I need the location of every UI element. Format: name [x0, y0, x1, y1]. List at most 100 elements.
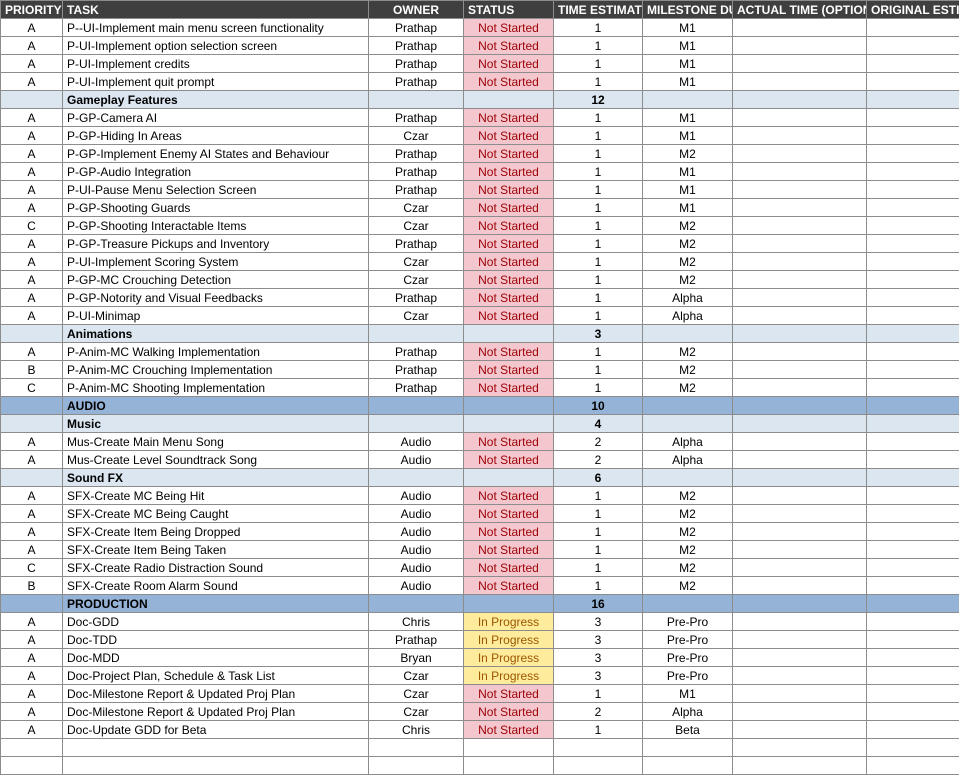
original-estimate-cell[interactable] — [867, 217, 959, 235]
status-cell[interactable]: Not Started — [464, 55, 554, 73]
actual-time-cell[interactable] — [733, 109, 867, 127]
original-estimate-cell[interactable] — [867, 109, 959, 127]
priority-cell[interactable]: A — [1, 343, 63, 361]
priority-cell[interactable]: A — [1, 181, 63, 199]
original-estimate-cell[interactable] — [867, 235, 959, 253]
actual-time-cell[interactable] — [733, 469, 867, 487]
actual-time-cell[interactable] — [733, 667, 867, 685]
task-cell[interactable]: P-Anim-MC Walking Implementation — [63, 343, 369, 361]
task-cell[interactable]: Mus-Create Level Soundtrack Song — [63, 451, 369, 469]
owner-cell[interactable] — [369, 595, 464, 613]
actual-time-cell[interactable] — [733, 577, 867, 595]
actual-time-cell[interactable] — [733, 451, 867, 469]
actual-time-cell[interactable] — [733, 91, 867, 109]
milestone-cell[interactable]: Beta — [643, 721, 733, 739]
actual-time-cell[interactable] — [733, 397, 867, 415]
original-estimate-cell[interactable] — [867, 703, 959, 721]
original-estimate-cell[interactable] — [867, 667, 959, 685]
time-estimate-cell[interactable]: 1 — [554, 181, 643, 199]
original-estimate-cell[interactable] — [867, 433, 959, 451]
owner-cell[interactable] — [369, 325, 464, 343]
priority-cell[interactable]: A — [1, 253, 63, 271]
status-cell[interactable]: Not Started — [464, 721, 554, 739]
task-cell[interactable]: P-UI-Implement option selection screen — [63, 37, 369, 55]
actual-time-cell[interactable] — [733, 433, 867, 451]
status-cell[interactable] — [464, 397, 554, 415]
time-estimate-cell[interactable]: 1 — [554, 253, 643, 271]
priority-cell[interactable] — [1, 325, 63, 343]
actual-time-cell[interactable] — [733, 307, 867, 325]
time-estimate-cell[interactable]: 1 — [554, 487, 643, 505]
original-estimate-cell[interactable] — [867, 613, 959, 631]
section-title-cell[interactable]: Sound FX — [63, 469, 369, 487]
time-estimate-cell[interactable]: 1 — [554, 721, 643, 739]
actual-time-cell[interactable] — [733, 631, 867, 649]
time-estimate-cell[interactable]: 1 — [554, 163, 643, 181]
status-cell[interactable]: Not Started — [464, 685, 554, 703]
time-estimate-cell[interactable]: 1 — [554, 361, 643, 379]
owner-cell[interactable]: Czar — [369, 307, 464, 325]
owner-cell[interactable]: Audio — [369, 451, 464, 469]
milestone-cell[interactable]: M1 — [643, 181, 733, 199]
status-cell[interactable] — [464, 91, 554, 109]
actual-time-cell[interactable] — [733, 649, 867, 667]
original-estimate-cell[interactable] — [867, 37, 959, 55]
priority-cell[interactable]: C — [1, 217, 63, 235]
task-cell[interactable]: SFX-Create Item Being Taken — [63, 541, 369, 559]
actual-time-cell[interactable] — [733, 523, 867, 541]
status-cell[interactable]: Not Started — [464, 253, 554, 271]
time-estimate-cell[interactable]: 3 — [554, 631, 643, 649]
priority-cell[interactable]: A — [1, 433, 63, 451]
section-title-cell[interactable]: AUDIO — [63, 397, 369, 415]
time-estimate-cell[interactable]: 1 — [554, 307, 643, 325]
milestone-cell[interactable] — [643, 469, 733, 487]
original-estimate-cell[interactable] — [867, 127, 959, 145]
time-estimate-cell[interactable]: 3 — [554, 649, 643, 667]
status-cell[interactable]: Not Started — [464, 163, 554, 181]
milestone-cell[interactable]: M2 — [643, 235, 733, 253]
status-cell[interactable]: Not Started — [464, 145, 554, 163]
status-cell[interactable]: Not Started — [464, 523, 554, 541]
priority-cell[interactable]: A — [1, 703, 63, 721]
original-estimate-cell[interactable] — [867, 469, 959, 487]
milestone-cell[interactable]: Alpha — [643, 703, 733, 721]
empty-cell[interactable] — [643, 739, 733, 757]
priority-cell[interactable]: A — [1, 55, 63, 73]
priority-cell[interactable]: A — [1, 541, 63, 559]
priority-cell[interactable]: C — [1, 559, 63, 577]
owner-cell[interactable]: Prathap — [369, 289, 464, 307]
actual-time-cell[interactable] — [733, 415, 867, 433]
task-cell[interactable]: P-Anim-MC Crouching Implementation — [63, 361, 369, 379]
actual-time-cell[interactable] — [733, 253, 867, 271]
time-estimate-cell[interactable]: 3 — [554, 667, 643, 685]
original-estimate-cell[interactable] — [867, 559, 959, 577]
task-cell[interactable]: Doc-Milestone Report & Updated Proj Plan — [63, 703, 369, 721]
status-cell[interactable] — [464, 469, 554, 487]
header-milestone-due[interactable]: MILESTONE DUE — [643, 1, 733, 19]
priority-cell[interactable]: A — [1, 145, 63, 163]
milestone-cell[interactable] — [643, 415, 733, 433]
status-cell[interactable]: In Progress — [464, 631, 554, 649]
status-cell[interactable]: Not Started — [464, 289, 554, 307]
status-cell[interactable]: Not Started — [464, 37, 554, 55]
original-estimate-cell[interactable] — [867, 631, 959, 649]
actual-time-cell[interactable] — [733, 271, 867, 289]
time-estimate-cell[interactable]: 3 — [554, 613, 643, 631]
milestone-cell[interactable]: M2 — [643, 271, 733, 289]
milestone-cell[interactable]: Pre-Pro — [643, 631, 733, 649]
owner-cell[interactable]: Prathap — [369, 361, 464, 379]
original-estimate-cell[interactable] — [867, 307, 959, 325]
task-cell[interactable]: SFX-Create Radio Distraction Sound — [63, 559, 369, 577]
milestone-cell[interactable]: Pre-Pro — [643, 613, 733, 631]
owner-cell[interactable]: Czar — [369, 127, 464, 145]
time-estimate-cell[interactable]: 1 — [554, 541, 643, 559]
actual-time-cell[interactable] — [733, 289, 867, 307]
empty-cell[interactable] — [554, 739, 643, 757]
section-title-cell[interactable]: Music — [63, 415, 369, 433]
time-estimate-cell[interactable]: 1 — [554, 577, 643, 595]
priority-cell[interactable]: A — [1, 37, 63, 55]
empty-cell[interactable] — [369, 757, 464, 775]
header-actual-time[interactable]: ACTUAL TIME (OPTIONAL) — [733, 1, 867, 19]
actual-time-cell[interactable] — [733, 145, 867, 163]
priority-cell[interactable]: A — [1, 127, 63, 145]
